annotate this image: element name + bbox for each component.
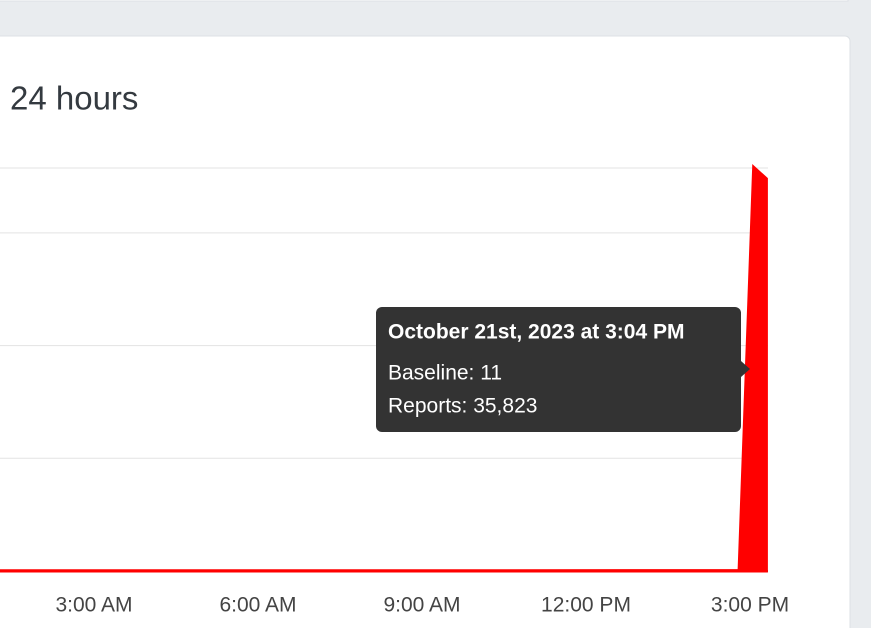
tooltip-line: Baseline: 11 xyxy=(388,362,502,385)
tooltip-title: October 21st, 2023 at 3:04 PM xyxy=(388,321,684,344)
chart-title: 24 hours xyxy=(10,80,138,117)
x-tick-label: 12:00 PM xyxy=(541,594,631,617)
x-tick-label: 6:00 AM xyxy=(219,594,296,617)
tooltip-box xyxy=(376,307,741,432)
x-tick-label: 9:00 AM xyxy=(383,594,460,617)
x-tick-label: 3:00 PM xyxy=(711,594,789,617)
plot: 3:00 AM 6:00 AM 9:00 AM 12:00 PM 3:00 PM xyxy=(0,164,789,617)
x-tick-label: 3:00 AM xyxy=(55,594,132,617)
tooltip-line: Reports: 35,823 xyxy=(388,395,537,418)
top-card xyxy=(0,0,849,2)
tooltip: October 21st, 2023 at 3:04 PM Baseline: … xyxy=(376,307,750,432)
tooltip-pointer xyxy=(741,361,750,377)
reports-area xyxy=(0,164,768,573)
